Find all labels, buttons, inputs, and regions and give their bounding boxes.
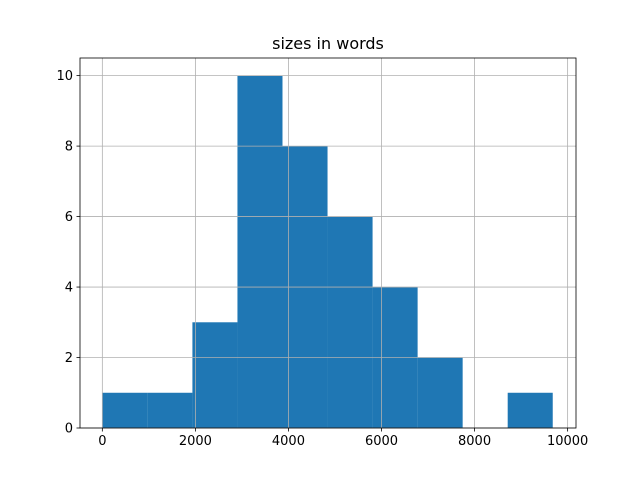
y-tick-label: 2 (65, 351, 73, 366)
axes-frame (79, 57, 577, 429)
histogram-bar (147, 392, 193, 428)
x-tick-label: 0 (98, 434, 106, 449)
histogram-bar (507, 392, 553, 428)
y-tick-label: 0 (65, 422, 73, 437)
chart-title: sizes in words (272, 34, 384, 53)
x-tick-label: 4000 (272, 434, 305, 449)
x-tick-label: 6000 (365, 434, 398, 449)
histogram-bar (102, 392, 148, 428)
histogram-bar (417, 357, 463, 428)
x-tick-label: 2000 (179, 434, 212, 449)
ticks: 0 2000 4000 6000 8000 10000 0 2 4 6 8 10 (56, 69, 588, 449)
y-tick-label: 6 (65, 210, 73, 225)
histogram-bar (237, 75, 283, 428)
y-tick-label: 10 (56, 69, 73, 84)
x-tick-label: 10000 (547, 434, 588, 449)
y-tick-label: 8 (65, 140, 73, 155)
x-tick-label: 8000 (458, 434, 491, 449)
y-tick-label: 4 (65, 281, 73, 296)
histogram-bar (192, 322, 238, 428)
histogram-bar (327, 216, 373, 428)
